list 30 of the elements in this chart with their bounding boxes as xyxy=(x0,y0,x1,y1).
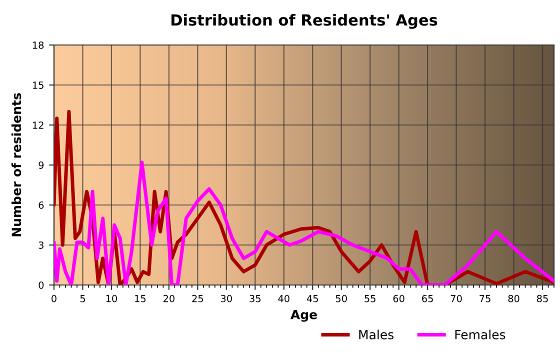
y-tick-label: 3 xyxy=(38,241,44,249)
x-tick-label: 30 xyxy=(220,294,232,302)
y-tick-label: 12 xyxy=(32,121,44,129)
x-tick-label: 15 xyxy=(135,295,146,302)
x-tick-label: 65 xyxy=(422,294,433,302)
x-tick-label: 25 xyxy=(192,294,204,302)
y-tick-label: 0 xyxy=(38,281,44,289)
x-tick-label: 50 xyxy=(336,294,347,302)
y-tick-label: 9 xyxy=(38,161,44,169)
x-tick-label: 35 xyxy=(250,294,260,302)
y-axis-title: Number of residents xyxy=(11,93,22,236)
x-tick-label: 10 xyxy=(106,294,118,302)
x-tick-label: 85 xyxy=(536,294,548,302)
x-axis-title: Age xyxy=(290,310,317,322)
chart-title: Distribution of Residents' Ages xyxy=(171,14,438,29)
x-tick-label: 20 xyxy=(163,294,174,302)
x-tick-label: 55 xyxy=(364,295,376,302)
x-tick-label: 80 xyxy=(508,294,520,302)
legend-label: Males xyxy=(359,330,394,340)
x-tick-label: 5 xyxy=(80,295,85,302)
x-tick-label: 75 xyxy=(480,295,490,302)
y-tick-label: 15 xyxy=(32,82,44,89)
legend-label: Females xyxy=(455,330,506,340)
y-tick-label: 18 xyxy=(32,41,44,49)
x-tick-label: 40 xyxy=(278,294,290,302)
x-tick-label: 70 xyxy=(450,294,462,302)
y-tick-label: 6 xyxy=(38,201,44,209)
x-tick-label: 60 xyxy=(393,294,404,302)
x-tick-label: 45 xyxy=(306,295,318,302)
x-tick-label: 0 xyxy=(52,294,56,302)
